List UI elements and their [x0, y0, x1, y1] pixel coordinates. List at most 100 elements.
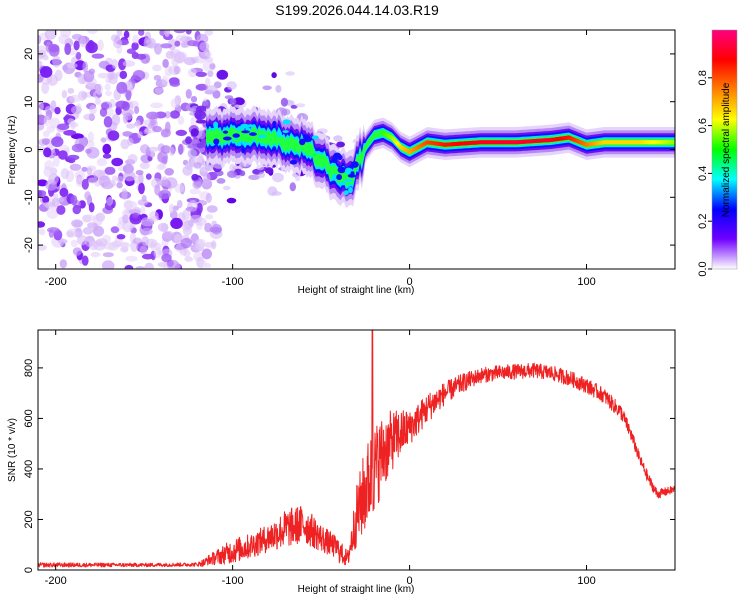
spectrogram-noise-blob [229, 97, 237, 106]
spectrogram-noise-blob [38, 101, 44, 112]
spectrogram-noise-blob [132, 70, 146, 81]
spectrogram-noise-blob [69, 163, 82, 171]
spectrogram-noise-blob [226, 197, 237, 204]
spectrogram-y-ticks: -20 -10 0 10 20 [23, 48, 675, 253]
spectrogram-noise-blob [104, 83, 111, 91]
spectrogram-noise-blob [97, 39, 104, 51]
spectrogram-noise-blob [169, 80, 181, 87]
spectrogram-noise-blob [71, 219, 84, 228]
snr-x-tick-label: 100 [577, 575, 595, 587]
spectrogram-noise-blob [92, 225, 105, 237]
spectrogram-noise-blob [124, 200, 137, 210]
spectrogram-noise-blob [239, 170, 246, 177]
spectrogram-noise-blob [104, 166, 116, 175]
spectrogram-noise-blob [116, 30, 123, 37]
spectrogram-noise-blob [203, 241, 216, 248]
spectrogram-noise-blob [146, 37, 157, 49]
spectrogram-noise-blob [89, 104, 97, 115]
spectrogram-noise-blob [116, 221, 125, 230]
spectrogram-noise-blob [53, 155, 60, 168]
spectrogram-noise-blob [188, 67, 197, 78]
spectrogram-noise-blob [46, 207, 59, 219]
spectrogram-noise-blob [61, 90, 68, 99]
spectrogram-noise-blob [132, 34, 140, 44]
ridge-bright-blob [337, 166, 346, 174]
spectrogram-noise-blob [161, 75, 169, 86]
spectrogram-noise-blob [271, 72, 277, 79]
spectrogram-noise-blob [70, 195, 78, 206]
spectrogram-noise-blob [56, 205, 66, 215]
spectrogram-noise-blob [41, 82, 50, 94]
ridge-bright-blob [337, 154, 343, 161]
spectrogram-noise-blob [182, 209, 190, 221]
snr-x-tick-label: 0 [407, 575, 413, 587]
spectrogram-noise-blob [272, 172, 284, 183]
spectrogram-noise-blob [81, 178, 89, 190]
spectrogram-noise-blob [206, 85, 218, 93]
spectrogram-noise-blob [82, 61, 88, 73]
spectrogram-noise-blob [48, 43, 60, 53]
spectrogram-noise-blob [187, 219, 195, 227]
spectrogram-noise-blob [169, 146, 175, 156]
spectrogram-noise-blob [53, 193, 59, 199]
spectrogram-noise-blob [204, 30, 214, 36]
spectrogram-noise-blob [184, 256, 193, 262]
spectrogram-noise-blob [122, 60, 135, 67]
spectrogram-noise-blob [42, 195, 50, 204]
spectrogram-noise-blob [145, 238, 158, 248]
colorbar-frame [711, 29, 738, 270]
snr-y-tick-label: 600 [23, 409, 35, 427]
ridge-bright-blob [222, 130, 229, 134]
ridge-bright-blob [282, 130, 289, 134]
spectrogram-noise-blob [135, 169, 144, 176]
spectrogram-noise-blob [38, 60, 43, 67]
spectrogram-noise-blob [102, 153, 112, 159]
spectrogram-noise-blob [211, 224, 223, 235]
spectrogram-noise-blob [111, 157, 124, 167]
spectrogram-noise-blob [280, 97, 288, 107]
spectrogram-noise-blob [69, 94, 81, 103]
spectrogram-noise-field [38, 30, 361, 269]
colorbar-gradient [712, 30, 737, 269]
snr-x-ticks: -200 -100 0 100 [45, 330, 596, 587]
spectrogram-noise-blob [174, 183, 185, 193]
spectrogram-noise-blob [69, 121, 79, 128]
spectrogram-noise-blob [74, 170, 86, 181]
spectrogram-noise-blob [38, 221, 46, 228]
spectrogram-noise-blob [224, 95, 234, 100]
spectrogram-noise-blob [113, 38, 123, 49]
spectrogram-noise-blob [38, 228, 46, 236]
ridge-bright-blob [249, 132, 257, 136]
spectrogram-noise-blob [139, 245, 148, 255]
spectrogram-x-tick-label: -200 [45, 276, 67, 288]
colorbar-tick-label: 0.2 [697, 214, 709, 229]
spectrogram-noise-blob [40, 66, 53, 78]
spectrogram-y-tick-label: 20 [23, 48, 35, 60]
spectrogram-noise-blob [42, 201, 55, 207]
spectrogram-noise-blob [125, 255, 138, 262]
spectrogram-noise-blob [176, 51, 188, 62]
spectrogram-noise-blob [71, 143, 85, 153]
spectrogram-noise-blob [265, 167, 274, 174]
spectrogram-noise-blob [187, 148, 197, 159]
spectrogram-noise-blob [112, 175, 118, 182]
spectrogram-noise-blob [96, 158, 107, 167]
spectrogram-noise-blob [63, 129, 77, 136]
spectrogram-noise-blob [120, 139, 130, 150]
spectrogram-noise-blob [170, 217, 183, 229]
spectrogram-x-tick-label: -100 [222, 276, 244, 288]
spectrogram-noise-blob [81, 255, 89, 266]
ridge-bright-blob [236, 142, 242, 147]
spectrogram-noise-blob [102, 143, 112, 155]
spectrogram-noise-blob [38, 145, 43, 153]
spectrogram-noise-blob [174, 40, 181, 47]
spectrogram-noise-blob [195, 83, 209, 91]
spectrogram-noise-blob [164, 111, 171, 119]
spectrogram-noise-blob [202, 60, 216, 72]
spectrogram-noise-blob [87, 177, 98, 184]
spectrogram-noise-blob [205, 214, 214, 220]
spectrogram-noise-blob [132, 237, 142, 245]
spectrogram-noise-blob [84, 191, 91, 201]
ridge-bright-blob [232, 133, 240, 138]
spectrogram-noise-blob [134, 106, 140, 114]
